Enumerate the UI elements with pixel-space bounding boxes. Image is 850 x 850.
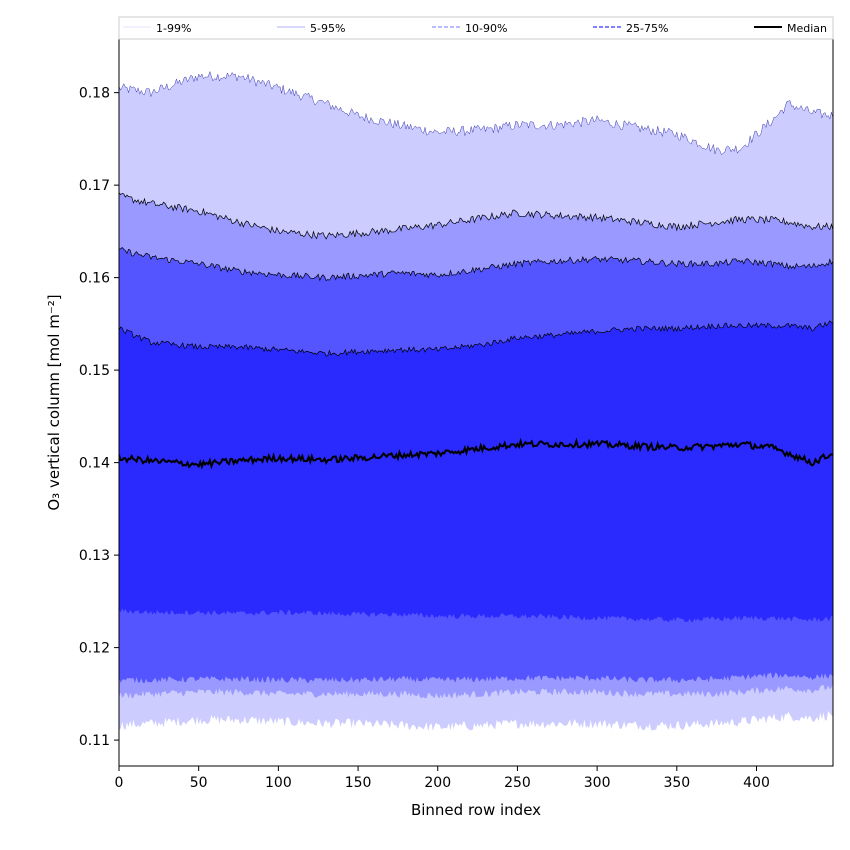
band-25-75pct	[119, 320, 833, 623]
y-tick-label: 0.14	[79, 456, 110, 472]
y-tick-label: 0.18	[79, 86, 110, 102]
x-tick-label: 100	[265, 775, 292, 791]
x-tick-label: 0	[115, 775, 124, 791]
x-tick-label: 150	[345, 775, 372, 791]
median-line	[119, 437, 833, 470]
median-layer	[119, 437, 833, 470]
legend-label: 5-95%	[310, 22, 345, 35]
x-tick-label: 400	[743, 775, 770, 791]
y-tick-label: 0.12	[79, 641, 110, 657]
x-tick-label: 300	[584, 775, 611, 791]
bands-layer	[119, 71, 833, 732]
legend-label: 25-75%	[626, 22, 668, 35]
band-upper-edge-5-95pct	[119, 192, 833, 240]
x-tick-label: 350	[663, 775, 690, 791]
y-tick-label: 0.11	[79, 733, 110, 749]
x-tick-label: 250	[504, 775, 531, 791]
band-edges-layer	[119, 70, 833, 357]
legend-label: 1-99%	[156, 22, 191, 35]
legend-box	[118, 16, 834, 40]
x-axis: 0 50 100 150 200 250 300 350 400	[115, 766, 770, 791]
band-upper-edge-10-90pct	[119, 247, 833, 282]
legend-label: Median	[787, 22, 827, 35]
y-tick-label: 0.17	[79, 178, 110, 194]
y-axis-label: O₃ vertical column [mol m⁻²]	[45, 294, 63, 510]
x-tick-label: 50	[190, 775, 208, 791]
legend: 1-99% 5-95% 10-90% 25-75% Median	[118, 16, 834, 40]
y-axis: 0.11 0.12 0.13 0.14 0.15 0.16 0.17 0.18	[79, 86, 119, 749]
y-tick-label: 0.13	[79, 548, 110, 564]
y-tick-label: 0.15	[79, 363, 110, 379]
legend-label: 10-90%	[465, 22, 507, 35]
x-axis-label: Binned row index	[411, 801, 541, 819]
x-tick-label: 200	[424, 775, 451, 791]
band-upper-edge-1-99pct	[119, 70, 833, 155]
y-tick-label: 0.16	[79, 271, 110, 287]
band-upper-edge-25-75pct	[119, 320, 833, 357]
